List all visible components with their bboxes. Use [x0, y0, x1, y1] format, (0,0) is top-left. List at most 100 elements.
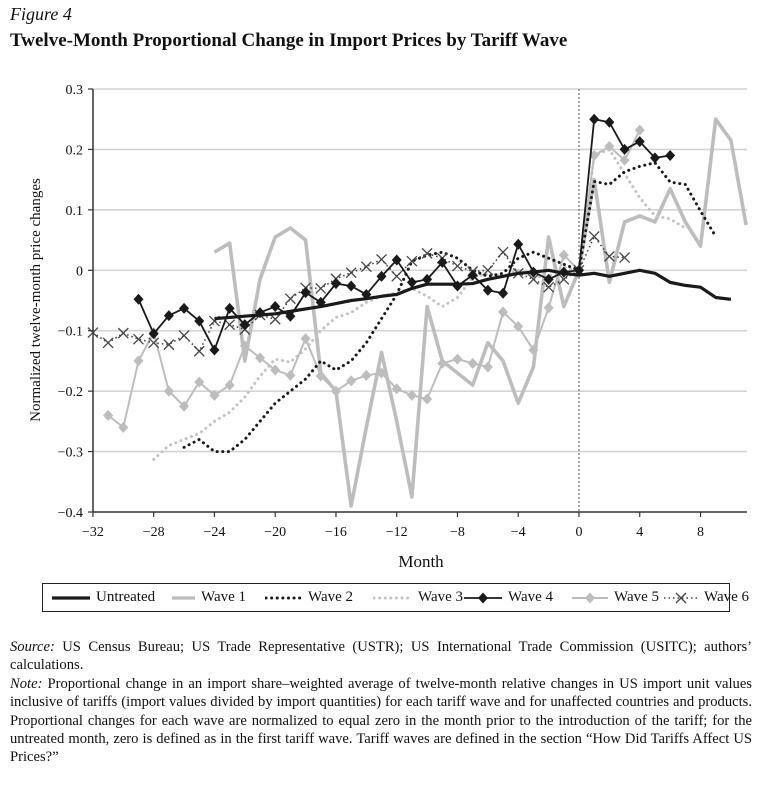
- legend-swatch: [264, 596, 304, 600]
- data-point: [437, 256, 448, 268]
- data-point: [543, 273, 554, 285]
- x-tick-label: −16: [325, 525, 347, 540]
- data-point: [255, 307, 266, 319]
- legend-swatch: [172, 595, 195, 600]
- data-point: [498, 287, 509, 299]
- data-point: [148, 337, 160, 349]
- data-point: [179, 302, 190, 314]
- data-point: [269, 313, 281, 325]
- data-point: [452, 353, 463, 365]
- legend-swatch: [464, 592, 502, 604]
- data-point: [376, 253, 387, 265]
- data-point: [528, 344, 539, 356]
- data-point: [391, 270, 403, 282]
- line-chart: −0.4 −0.3 −0.2 −0.1 0 0.1 0.2 0.3 −32 −28 −24 −20 −1…: [28, 83, 748, 571]
- data-point: [193, 345, 205, 357]
- y-tick-label: −0.4: [58, 506, 83, 521]
- data-point: [527, 273, 539, 285]
- series-wave-4: [133, 113, 676, 356]
- data-point: [330, 385, 341, 397]
- data-point: [574, 264, 584, 276]
- data-point: [619, 252, 631, 264]
- data-point: [285, 369, 296, 381]
- chart-title: Twelve-Month Proportional Change in Impo…: [10, 30, 568, 51]
- series-wave-2: [182, 161, 718, 454]
- data-point: [103, 409, 114, 421]
- y-axis-title: Normalized twelve-month price changes: [28, 178, 44, 422]
- legend-item-wave-3: Wave 3: [372, 589, 463, 606]
- data-point: [558, 273, 570, 285]
- source-label: Source:: [10, 639, 55, 655]
- data-point: [452, 280, 463, 292]
- legend-swatch: [52, 595, 90, 600]
- x-tick-label: −32: [82, 525, 104, 540]
- legend-label: Untreated: [96, 589, 156, 605]
- series-line: [214, 268, 732, 321]
- data-point: [133, 355, 144, 367]
- legend-marker: [478, 592, 488, 604]
- legend-item-wave-5: Wave 5: [571, 589, 659, 606]
- data-point: [284, 293, 296, 305]
- data-point: [315, 370, 326, 382]
- data-point: [391, 254, 402, 266]
- data-point: [588, 230, 600, 242]
- legend-label: Wave 5: [614, 589, 660, 605]
- data-point: [315, 282, 327, 294]
- x-tick-label: 0: [576, 525, 583, 540]
- legend-label: Wave 4: [508, 589, 554, 605]
- data-point: [239, 319, 250, 331]
- data-point: [452, 260, 463, 272]
- data-point: [513, 238, 524, 250]
- x-tick-label: −28: [143, 525, 165, 540]
- data-point: [589, 113, 600, 125]
- data-point: [285, 310, 296, 322]
- data-point: [148, 328, 159, 340]
- series-wave-3: [152, 147, 687, 461]
- source-note: Source: US Census Bureau; US Trade Repre…: [10, 638, 752, 675]
- x-tick-label: −8: [450, 525, 465, 540]
- data-point: [209, 344, 220, 356]
- data-point: [665, 149, 676, 161]
- data-point: [346, 280, 357, 292]
- data-point: [406, 255, 418, 267]
- data-point: [270, 364, 281, 376]
- data-point: [528, 266, 539, 278]
- data-point: [224, 302, 235, 314]
- data-point: [422, 273, 433, 285]
- data-point: [102, 337, 114, 349]
- data-point: [391, 383, 402, 395]
- x-tick-label: −4: [511, 525, 526, 540]
- data-point: [178, 330, 190, 342]
- x-axis-title: Month: [398, 552, 444, 571]
- data-point: [163, 310, 174, 322]
- data-point: [133, 293, 144, 305]
- data-point: [300, 333, 311, 345]
- data-point: [194, 376, 205, 388]
- data-point: [543, 302, 554, 314]
- figure-notes: Source: US Census Bureau; US Trade Repre…: [10, 638, 752, 767]
- data-point: [224, 319, 236, 331]
- data-point: [513, 320, 524, 332]
- data-point: [543, 281, 555, 293]
- data-point: [255, 352, 266, 364]
- data-point: [619, 154, 630, 166]
- legend: Untreated Wave 1 Wave 2 Wave 3 Wave 4 Wave 5 W…: [42, 583, 749, 612]
- data-point: [497, 246, 509, 258]
- note-text: Proportional change in an import share–w…: [10, 675, 752, 766]
- legend-swatch: [664, 592, 698, 604]
- data-point: [558, 266, 569, 278]
- data-point: [619, 143, 630, 155]
- data-point: [604, 140, 615, 152]
- legend-marker: [675, 592, 687, 604]
- legend-swatch: [372, 596, 414, 600]
- data-point: [361, 288, 372, 300]
- legend-label: Wave 1: [201, 589, 247, 605]
- series-line: [107, 129, 641, 429]
- series-line: [137, 118, 671, 351]
- series-line: [182, 161, 718, 454]
- legend-label: Wave 6: [704, 589, 750, 605]
- x-tick-label: −24: [203, 525, 225, 540]
- figure-label: Figure 4: [10, 4, 72, 24]
- data-point: [604, 116, 615, 128]
- data-point: [239, 340, 250, 352]
